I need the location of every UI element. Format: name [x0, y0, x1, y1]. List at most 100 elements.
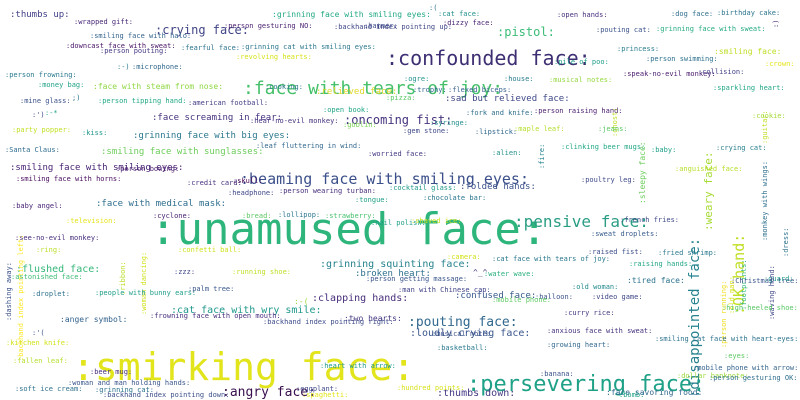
word-face-with-steam-from-nose: :face with steam from nose:	[93, 82, 224, 91]
word-pile-of-poo: :pile of poo:	[554, 58, 609, 66]
word-zzz: :zzz:	[174, 268, 196, 276]
word-emoticon: :-(	[294, 297, 309, 306]
word-poultry-leg: :poultry leg:	[581, 176, 636, 184]
word-microphone: :microphone:	[132, 63, 183, 71]
word-mobile-phone: :mobile phone:	[492, 296, 552, 304]
word-open-book: :open book:	[323, 106, 370, 114]
word-pistol: :pistol:	[497, 25, 555, 39]
word-high-heeled-shoe: :high-heeled shoe:	[722, 304, 798, 312]
word-persevering-face: :persevering face:	[467, 372, 706, 397]
word-american-football: :american football:	[188, 99, 269, 107]
word-person-getting-massage: :person getting massage:	[366, 275, 468, 283]
word-dizzy-face: :dizzy face:	[443, 19, 494, 27]
word-tongue: :tongue:	[355, 196, 389, 204]
word-anguished-face: :anguished face:	[675, 165, 743, 173]
word-smiling-face-with-horns: :smiling face with horns:	[16, 175, 122, 183]
word-money-bag: :money bag:	[38, 81, 85, 89]
word-baby: :baby:	[651, 146, 677, 154]
word-hammer: :hammer:	[364, 22, 398, 30]
word-lollipop: :lollipop:	[278, 211, 321, 219]
word-crown: :crown:	[765, 60, 795, 68]
word-running-shoe: :running shoe:	[232, 268, 292, 276]
word-headphone: :headphone:	[228, 189, 275, 197]
word-confused-face: :confused face:	[455, 291, 537, 301]
word-face-savoring-food: :face savoring food:	[606, 388, 703, 397]
word-cocktail-glass: :cocktail glass:	[389, 184, 457, 192]
word-relieved-face: :relieved face:	[316, 87, 398, 97]
word-emoticon: :'(	[32, 329, 45, 337]
word-pizza: :pizza:	[386, 94, 416, 102]
word-smiling-face: :smiling face:	[714, 47, 782, 56]
word-water-wave: :water wave:	[484, 270, 535, 278]
word-birthday-cake: :birthday cake:	[717, 9, 781, 17]
word-raised-fist: :raised fist:	[588, 248, 643, 256]
word-credit-card: :credit card:	[187, 179, 242, 187]
word-speak-no-evil-monkey: :speak-no-evil monkey:	[623, 70, 716, 78]
word-camera: :camera:	[447, 253, 481, 261]
word-revolving-hearts: :revolving hearts:	[236, 53, 312, 61]
word-bomb: :bomb:	[619, 391, 645, 399]
word-basketball: :basketball:	[437, 344, 488, 352]
word-dashing-away: :dashing away:	[5, 261, 13, 321]
word-person-raising-hand: :person raising hand:	[534, 107, 623, 115]
word-alien: :alien:	[492, 149, 522, 157]
word-see-no-evil-monkey: :see-no-evil monkey:	[15, 234, 100, 242]
word-person-pouting: :person pouting:	[100, 47, 168, 55]
word-wrapped-gift: :wrapped gift:	[74, 18, 134, 26]
word-smiling-face-with-halo: :smiling face with halo:	[90, 32, 192, 40]
word-growing-heart: :growing heart:	[547, 341, 611, 349]
word-person-tipping-hand: :person tipping hand:	[98, 97, 187, 105]
word-kiss: :kiss:	[82, 129, 108, 137]
word-emoticon: ^_^	[473, 268, 488, 277]
word-skull: :skull:	[233, 177, 263, 185]
word-grinning-cat: :grinning cat:	[95, 386, 155, 394]
word-christmas-tree: :Christmas tree:	[731, 277, 799, 285]
word-unamused-face: :unamused face:	[150, 204, 548, 255]
word-thumbs-up: :thumbs up:	[10, 10, 70, 20]
word-pensive-face: :pensive face:	[514, 212, 649, 231]
word-french-fries: :french fries:	[620, 216, 680, 224]
word-thumbs-down: :thumbs down:	[437, 388, 516, 399]
word-grinning-face-with-sweat: :grinning face with sweat:	[656, 25, 766, 33]
word-emoticon: :-)	[117, 63, 130, 71]
word-kitchen-knife: :kitchen knife:	[6, 339, 70, 347]
word-banana: :banana:	[540, 370, 574, 378]
word-princess: :princess:	[617, 45, 660, 53]
word-balloon: :balloon:	[535, 293, 573, 301]
word-santa-claus: :Santa Claus:	[5, 146, 60, 154]
word-person-wearing-turban: :person wearing turban:	[279, 187, 376, 195]
word-palm-tree: :palm tree:	[188, 285, 235, 293]
word-dog-face: :dog face:	[671, 10, 714, 18]
word-person-gesturing-ok: :person gesturing OK:	[709, 374, 798, 382]
word-smiling-face-with-sunglasses: :smiling face with sunglasses:	[101, 147, 264, 157]
word-astonished-face: :astonished face:	[11, 273, 83, 281]
word-monkey-with-wings: :monkey with wings:	[761, 160, 769, 241]
word-people-with-bunny-ears: :people with bunny ears:	[95, 289, 197, 297]
word-fallen-leaf: :fallen leaf:	[13, 357, 68, 365]
word-anger-symbol: :anger symbol:	[60, 315, 128, 324]
word-person-gesturing-no: :person gesturing NO:	[224, 22, 313, 30]
word-mine-glass: :mine glass:	[20, 97, 71, 105]
word-oncoming-fist: :oncoming fist:	[344, 113, 453, 127]
word-emoticon: :(	[429, 4, 438, 12]
word-man-with-chinese-cap: :man with Chinese cap:	[398, 286, 491, 294]
word-backhand-index-pointing-up: :backhand index pointing up:	[334, 23, 453, 31]
word-frowning-face-with-open-mouth: :frowning face with open mouth:	[150, 312, 281, 320]
word-syringe: :syringe:	[430, 119, 468, 127]
word-anxious-face-with-sweat: :anxious face with sweat:	[547, 327, 653, 335]
word-woman-dancing: :woman dancing:	[140, 251, 148, 315]
word-jeans: :jeans:	[598, 125, 628, 133]
word-video-game: :video game:	[592, 293, 643, 301]
word-cyclone: :cyclone:	[153, 212, 191, 220]
word-goblin: :goblin:	[343, 121, 377, 129]
word-pouting-face: :pouting face:	[408, 315, 518, 330]
word-flexed-biceps: :flexed biceps:	[448, 86, 512, 94]
word-heart-with-arrow: :heart with arrow:	[320, 362, 396, 370]
word-party-popper: :party popper:	[12, 126, 72, 134]
word-flushed-face: :flushed face:	[16, 264, 101, 275]
word-cat-face-with-wry-smile: :cat face with wry smile:	[171, 305, 322, 316]
word-person-frowning: :person frowning:	[5, 71, 77, 79]
word-hundred-points: :hundred points:	[397, 384, 465, 392]
word-grinning-squinting-face: :grinning squinting face:	[320, 259, 471, 270]
